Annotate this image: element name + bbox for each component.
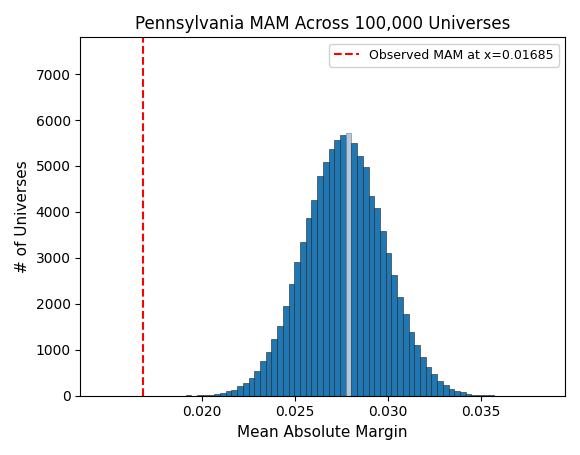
Bar — [288, 284, 294, 396]
Bar — [203, 395, 209, 396]
Bar — [214, 394, 220, 396]
Bar — [231, 390, 237, 396]
Bar — [306, 218, 311, 396]
Bar — [380, 232, 386, 396]
Bar — [454, 391, 460, 396]
Bar — [283, 306, 288, 396]
Bar — [226, 391, 231, 396]
Bar — [300, 242, 306, 396]
Bar — [392, 275, 397, 396]
Bar — [437, 381, 443, 396]
Bar — [432, 374, 437, 396]
Bar — [248, 379, 254, 396]
Bar — [271, 339, 277, 396]
Bar — [448, 389, 454, 396]
X-axis label: Mean Absolute Margin: Mean Absolute Margin — [237, 425, 408, 440]
Bar — [466, 394, 472, 396]
Bar — [363, 167, 368, 396]
Bar — [477, 395, 483, 396]
Bar — [328, 149, 334, 396]
Bar — [483, 395, 488, 396]
Bar — [209, 394, 214, 396]
Bar — [237, 386, 243, 396]
Bar — [386, 253, 392, 396]
Bar — [472, 394, 477, 396]
Bar — [340, 135, 346, 396]
Bar — [374, 208, 380, 396]
Bar — [311, 200, 317, 396]
Observed MAM at x=0.01685 — [139, 393, 146, 399]
Bar — [357, 156, 363, 396]
Bar — [277, 326, 283, 396]
Bar — [334, 140, 340, 396]
Bar — [254, 371, 260, 396]
Bar — [294, 263, 300, 396]
Legend: Observed MAM at x=0.01685: Observed MAM at x=0.01685 — [329, 44, 559, 66]
Bar — [368, 197, 374, 396]
Bar — [260, 361, 266, 396]
Bar — [317, 177, 323, 396]
Bar — [243, 383, 248, 396]
Bar — [408, 332, 414, 396]
Bar — [414, 345, 420, 396]
Title: Pennsylvania MAM Across 100,000 Universes: Pennsylvania MAM Across 100,000 Universe… — [135, 15, 510, 33]
Bar — [323, 162, 328, 396]
Bar — [426, 368, 432, 396]
Bar — [420, 358, 426, 396]
Bar — [351, 143, 357, 396]
Bar — [397, 297, 403, 396]
Bar — [266, 352, 271, 396]
Bar — [403, 314, 408, 396]
Y-axis label: # of Universes: # of Universes — [15, 160, 30, 273]
Bar — [460, 392, 466, 396]
Bar — [443, 384, 448, 396]
Observed MAM at x=0.01685 — [139, 393, 146, 399]
Bar — [220, 393, 226, 396]
Bar — [346, 133, 351, 396]
